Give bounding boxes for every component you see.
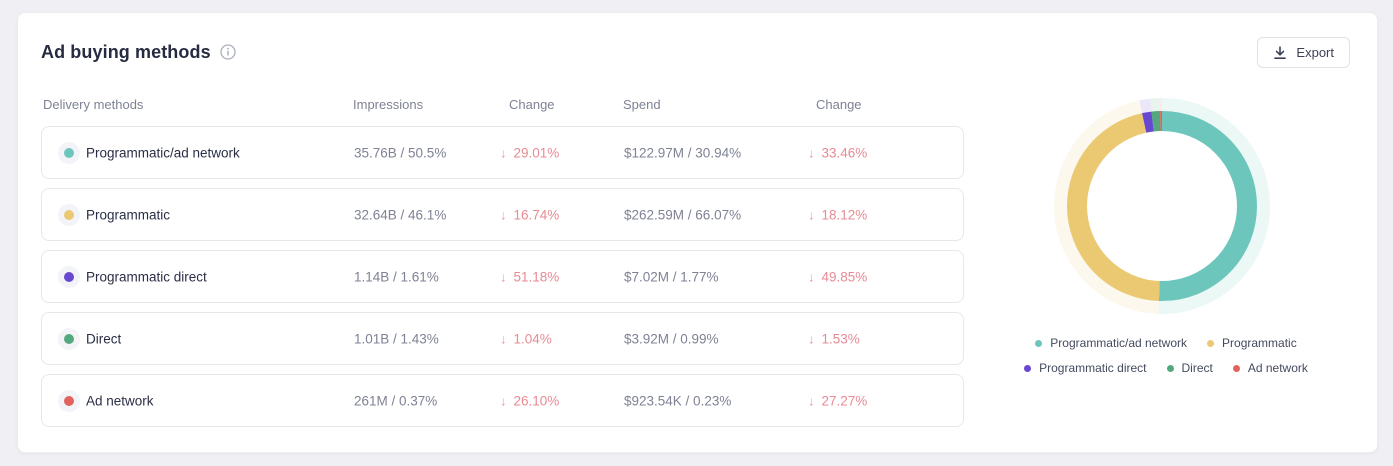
panel-header: Ad buying methods — [41, 39, 236, 65]
legend-label: Programmatic — [1222, 336, 1297, 350]
legend-item[interactable]: Direct — [1166, 361, 1213, 375]
series-color-dot — [64, 209, 74, 220]
table-rows: Programmatic/ad network 35.76B / 50.5% ↓… — [41, 126, 964, 427]
down-arrow-icon: ↓ — [808, 145, 815, 160]
impressions-change-value: ↓ 1.04% — [500, 331, 552, 346]
column-header-impressions: Impressions — [353, 97, 424, 112]
series-color-dot — [64, 395, 74, 406]
legend-color-dot — [1232, 364, 1240, 372]
export-button-label: Export — [1296, 45, 1334, 60]
legend-item[interactable]: Programmatic — [1207, 336, 1297, 350]
spend-value: $923.54K / 0.23% — [624, 393, 732, 408]
down-arrow-icon: ↓ — [500, 393, 507, 408]
column-header-spend: Spend — [623, 97, 661, 112]
spend-value: $122.97M / 30.94% — [624, 145, 742, 160]
delivery-method-label: Programmatic direct — [86, 269, 207, 284]
download-icon — [1273, 45, 1287, 60]
down-arrow-icon: ↓ — [500, 331, 507, 346]
series-color-dot — [64, 147, 74, 158]
spend-change-value: ↓ 49.85% — [808, 269, 868, 284]
series-color-dot — [64, 333, 74, 344]
impressions-value: 35.76B / 50.5% — [354, 145, 447, 160]
spend-change-value: ↓ 33.46% — [808, 145, 868, 160]
impressions-value: 1.01B / 1.43% — [354, 331, 439, 346]
export-button[interactable]: Export — [1257, 37, 1350, 68]
table-row[interactable]: Programmatic/ad network 35.76B / 50.5% ↓… — [41, 126, 964, 179]
legend-item[interactable]: Ad network — [1232, 361, 1308, 375]
legend-label: Ad network — [1247, 361, 1308, 375]
chart-legend: Programmatic/ad network Programmatic Pro… — [986, 336, 1346, 375]
spend-change-value: ↓ 1.53% — [808, 331, 860, 346]
down-arrow-icon: ↓ — [500, 207, 507, 222]
down-arrow-icon: ↓ — [808, 393, 815, 408]
impressions-change-value: ↓ 16.74% — [500, 207, 560, 222]
legend-color-dot — [1166, 364, 1174, 372]
spend-value: $262.59M / 66.07% — [624, 207, 742, 222]
series-color-dot — [64, 271, 74, 282]
impressions-change-value: ↓ 51.18% — [500, 269, 560, 284]
spend-value: $7.02M / 1.77% — [624, 269, 719, 284]
info-icon[interactable] — [220, 44, 236, 60]
down-arrow-icon: ↓ — [808, 331, 815, 346]
delivery-method-label: Programmatic — [86, 207, 171, 222]
down-arrow-icon: ↓ — [500, 269, 507, 284]
legend-label: Direct — [1181, 361, 1213, 375]
ad-buying-methods-panel: Ad buying methods Export Delivery method… — [17, 12, 1378, 453]
down-arrow-icon: ↓ — [808, 269, 815, 284]
down-arrow-icon: ↓ — [500, 145, 507, 160]
legend-item[interactable]: Programmatic/ad network — [1035, 336, 1187, 350]
donut-chart[interactable] — [1047, 91, 1277, 321]
legend-color-dot — [1024, 364, 1032, 372]
column-header-delivery-methods: Delivery methods — [43, 97, 144, 112]
page-title: Ad buying methods — [41, 41, 211, 62]
legend-color-dot — [1207, 339, 1215, 347]
legend-color-dot — [1035, 339, 1043, 347]
spend-change-value: ↓ 18.12% — [808, 207, 868, 222]
column-header-impressions-change: Change — [509, 97, 555, 112]
legend-item[interactable]: Programmatic direct — [1024, 361, 1147, 375]
table-row[interactable]: Programmatic direct 1.14B / 1.61% ↓ 51.18… — [41, 250, 964, 303]
impressions-change-value: ↓ 26.10% — [500, 393, 560, 408]
legend-label: Programmatic/ad network — [1050, 336, 1188, 350]
delivery-method-label: Direct — [86, 331, 122, 346]
table-row[interactable]: Ad network 261M / 0.37% ↓ 26.10% $923.54K… — [41, 374, 964, 427]
impressions-value: 261M / 0.37% — [354, 393, 438, 408]
spend-change-value: ↓ 27.27% — [808, 393, 868, 408]
impressions-change-value: ↓ 29.01% — [500, 145, 560, 160]
column-header-spend-change: Change — [816, 97, 862, 112]
table-header: Delivery methods Impressions Change Spen… — [41, 97, 964, 115]
impressions-value: 32.64B / 46.1% — [354, 207, 447, 222]
delivery-method-label: Programmatic/ad network — [86, 145, 240, 160]
table-row[interactable]: Programmatic 32.64B / 46.1% ↓ 16.74% $262… — [41, 188, 964, 241]
impressions-value: 1.14B / 1.61% — [354, 269, 439, 284]
legend-label: Programmatic direct — [1039, 361, 1147, 375]
spend-value: $3.92M / 0.99% — [624, 331, 719, 346]
table-row[interactable]: Direct 1.01B / 1.43% ↓ 1.04% $3.92M / 0.9… — [41, 312, 964, 365]
down-arrow-icon: ↓ — [808, 207, 815, 222]
delivery-method-label: Ad network — [86, 393, 154, 408]
